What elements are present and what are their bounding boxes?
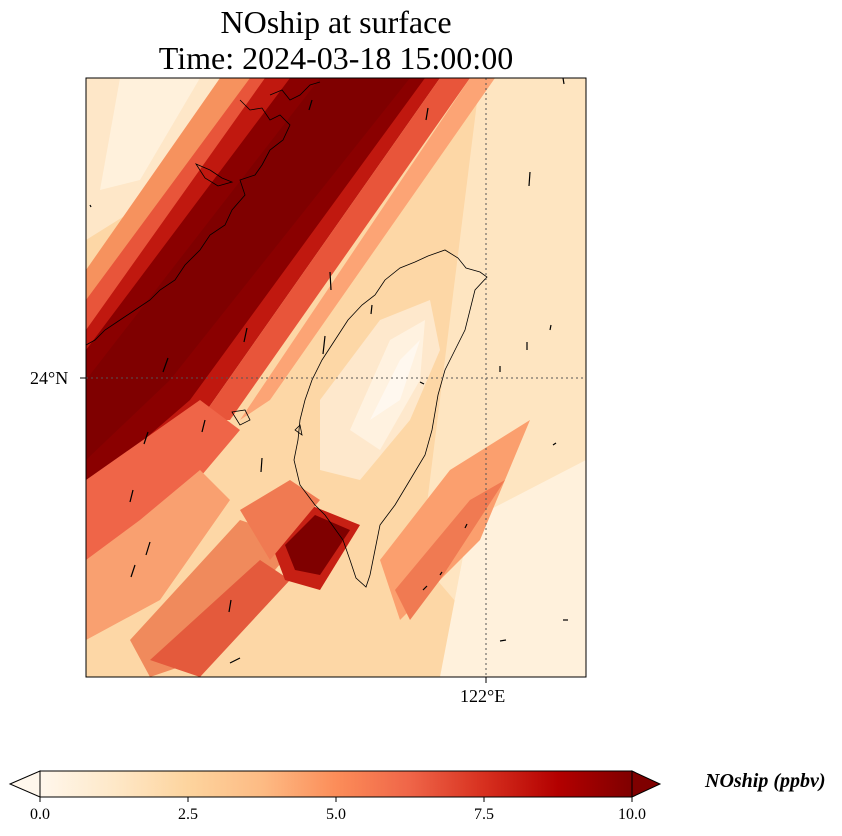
lon-tick-label: 122°E (460, 686, 506, 706)
chart-subtitle-time: Time: 2024-03-18 15:00:00 (158, 40, 514, 76)
colorbar-tick-label: 0.0 (30, 806, 50, 823)
chart-title: NOship at surface (220, 4, 452, 40)
penghu-islands (231, 409, 251, 426)
colorbar-max-extend (631, 770, 662, 798)
colorbar-tick-label: 7.5 (474, 806, 494, 823)
mainland-coastline (85, 99, 291, 346)
lat-tick-label: 24°N (30, 368, 69, 388)
colorbar-gradient (40, 771, 632, 797)
taiwan-coastline (293, 249, 488, 588)
colorbar-min-extend (8, 770, 41, 798)
map-panel (80, 77, 587, 683)
colorbar-label: NOship (ppbv) (705, 770, 826, 792)
colorbar-tick-label: 2.5 (178, 806, 198, 823)
colorbar-tick-label: 5.0 (326, 806, 346, 823)
colorbar-tick-label: 10.0 (618, 806, 646, 823)
wind-vectors (89, 77, 568, 664)
colorbar (8, 770, 662, 802)
